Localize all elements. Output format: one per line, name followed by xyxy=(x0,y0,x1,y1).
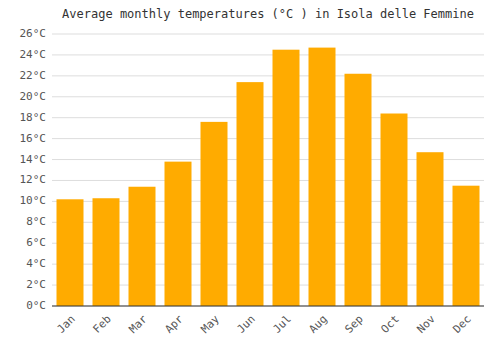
y-tick-label: 0°C xyxy=(26,299,46,312)
grid-line xyxy=(52,96,484,97)
grid xyxy=(52,34,484,306)
y-axis: 0°C 2°C 4°C 6°C 8°C 10°C 12°C 14°C 16°C 18°C 20°C 2… xyxy=(20,27,47,312)
chart: 0°C 2°C 4°C 6°C 8°C 10°C 12°C 14°C 16°C 18°C 20°C 2… xyxy=(0,0,500,350)
grid-line xyxy=(52,138,484,139)
x-axis: Jan Feb Mar Apr May Jun Jul Aug Sep Oct Nov Dec xyxy=(55,312,474,336)
x-axis-line xyxy=(52,306,484,307)
y-tick-label: 22°C xyxy=(20,69,47,82)
bar xyxy=(165,162,192,306)
x-tick-label: Jan xyxy=(55,313,78,336)
bars xyxy=(57,48,480,306)
y-tick-label: 26°C xyxy=(20,27,47,40)
x-tick-label: Mar xyxy=(127,312,151,336)
title: Average monthly temperatures (°C ) in Is… xyxy=(62,7,474,21)
x-tick-label: Jul xyxy=(271,313,294,336)
bar xyxy=(381,114,408,306)
y-tick-label: 8°C xyxy=(26,215,46,228)
grid-line xyxy=(52,34,484,35)
y-tick-label: 6°C xyxy=(26,236,46,249)
bar xyxy=(345,74,372,306)
y-tick-label: 14°C xyxy=(20,153,47,166)
y-tick-label: 24°C xyxy=(20,48,47,61)
bar xyxy=(93,198,120,306)
bar xyxy=(417,152,444,306)
bar xyxy=(237,82,264,306)
y-tick-label: 16°C xyxy=(20,132,47,145)
y-tick-label: 20°C xyxy=(20,90,47,103)
y-tick-label: 10°C xyxy=(20,194,47,207)
grid-line xyxy=(52,54,484,55)
y-tick-label: 12°C xyxy=(20,173,47,186)
bar xyxy=(453,186,480,306)
x-tick-label: Dec xyxy=(451,313,474,336)
x-tick-label: May xyxy=(199,312,223,336)
y-tick-label: 18°C xyxy=(20,111,47,124)
bar xyxy=(309,48,336,306)
x-tick-label: Apr xyxy=(163,312,187,336)
grid-line xyxy=(52,306,484,307)
x-tick-label: Oct xyxy=(379,313,402,336)
x-tick-label: Nov xyxy=(415,312,439,336)
grid-line xyxy=(52,75,484,76)
y-tick-label: 2°C xyxy=(26,278,46,291)
bar xyxy=(273,50,300,306)
bar xyxy=(57,199,84,306)
bar xyxy=(129,187,156,306)
chart-container: 0°C 2°C 4°C 6°C 8°C 10°C 12°C 14°C 16°C 18°C 20°C 2… xyxy=(0,0,500,350)
y-tick-label: 4°C xyxy=(26,257,46,270)
x-tick-label: Feb xyxy=(91,313,114,336)
x-tick-label: Aug xyxy=(307,313,330,336)
x-tick-label: Jun xyxy=(235,313,258,336)
x-tick-label: Sep xyxy=(343,313,366,336)
bar xyxy=(201,122,228,306)
grid-line xyxy=(52,117,484,118)
